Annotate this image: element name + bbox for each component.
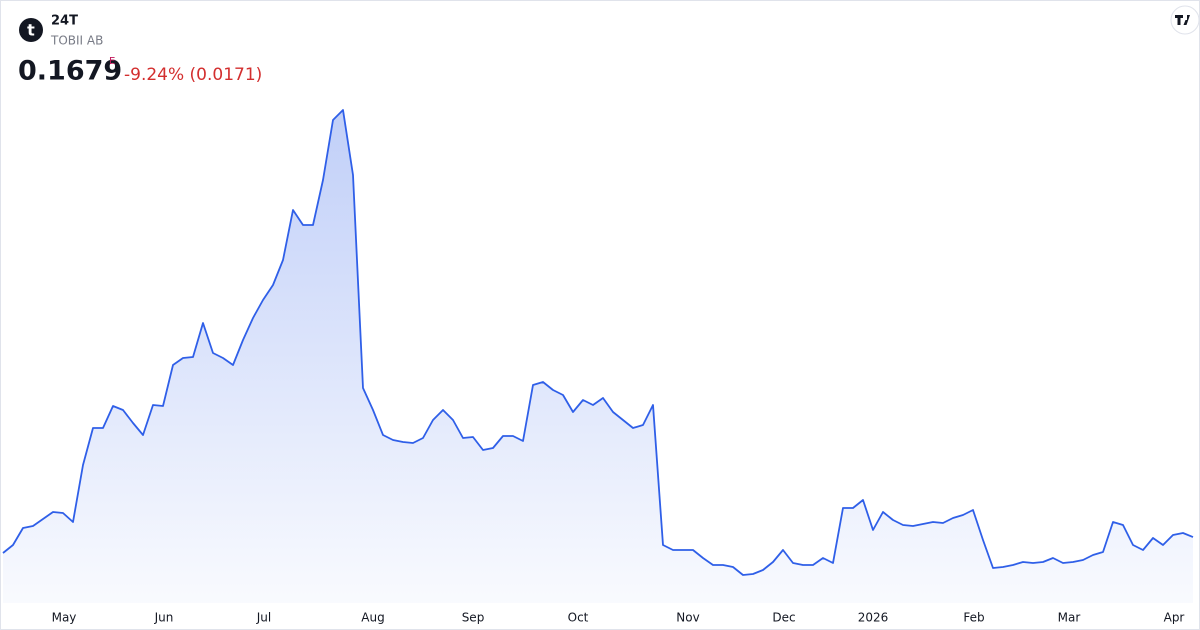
x-tick-label: May xyxy=(52,611,77,625)
tv-badge xyxy=(1170,5,1200,35)
flag: E xyxy=(109,56,115,67)
symbol: 24T xyxy=(51,14,78,29)
x-tick-label: Mar xyxy=(1058,611,1081,625)
x-tick-label: Sep xyxy=(462,611,485,625)
x-tick-label: 2026 xyxy=(858,611,889,625)
x-tick-label: Aug xyxy=(361,611,384,625)
price-line xyxy=(2,109,1194,576)
x-tick-label: Feb xyxy=(963,611,984,625)
tv-logo xyxy=(1175,15,1190,25)
x-tick-label: Dec xyxy=(772,611,795,625)
x-tick-label: Jul xyxy=(256,611,271,625)
x-tick-label: Oct xyxy=(568,611,589,625)
logo-circle xyxy=(19,18,43,42)
x-tick-label: Nov xyxy=(676,611,699,625)
company-name: TOBII AB xyxy=(50,34,103,48)
change: -9.24% (0.0171) xyxy=(124,65,262,85)
x-tick-label: Apr xyxy=(1164,611,1185,625)
plot: May Jun Jul Aug Sep Oct Nov Dec 2026 Feb Mar Apr xyxy=(2,109,1194,625)
price: 0.1679 xyxy=(18,56,122,87)
area-fill xyxy=(3,110,1193,603)
x-tick-label: Jun xyxy=(154,611,174,625)
logo: t xyxy=(27,21,35,40)
